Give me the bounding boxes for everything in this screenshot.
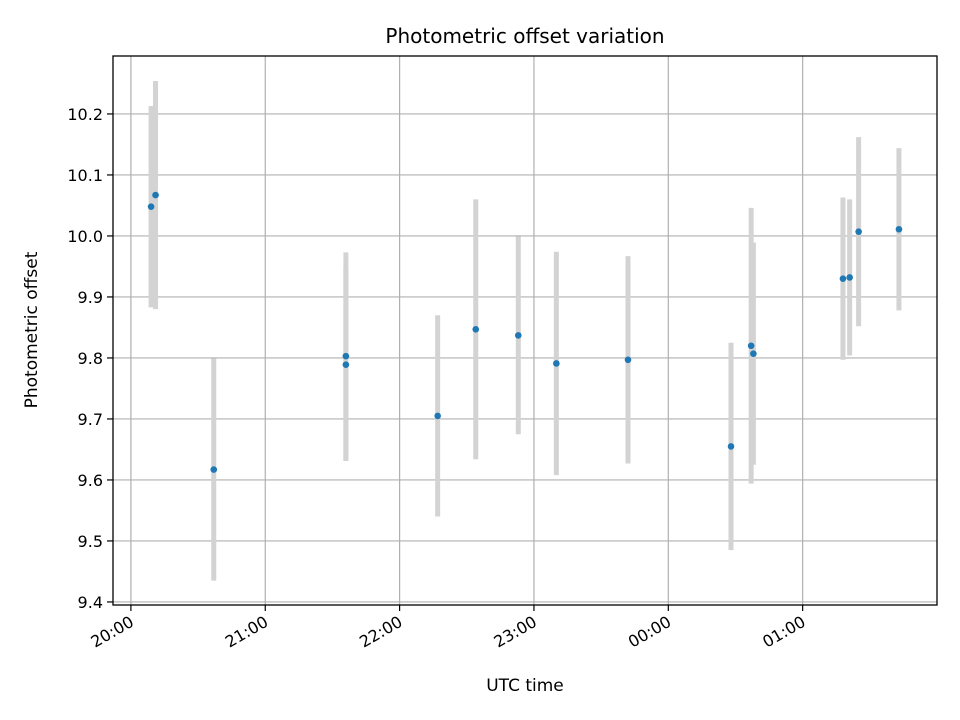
data-point: [342, 361, 350, 368]
y-tick-label: 9.4: [78, 593, 103, 612]
data-point: [624, 356, 632, 364]
data-point: [846, 274, 853, 281]
x-tick-label: 00:00: [625, 612, 674, 652]
data-point: [210, 466, 218, 473]
y-tick-label: 10.2: [67, 105, 103, 124]
y-tick-layer: 9.4 9.5 9.6 9.7 9.8 9.9 10.0 10.1 10.2: [67, 105, 113, 612]
y-axis-label: Photometric offset: [22, 251, 42, 408]
data-point: [750, 350, 757, 357]
x-tick-layer: 20:00 21:00 22:00 23:00 00:00 01:00: [87, 605, 809, 652]
x-tick-label: 23:00: [491, 612, 540, 652]
y-tick-label: 9.6: [78, 471, 103, 490]
x-tick-label: 20:00: [87, 612, 136, 652]
x-axis-label: UTC time: [486, 676, 564, 696]
data-point: [895, 225, 903, 233]
y-tick-label: 9.7: [78, 410, 103, 429]
data-point: [855, 228, 862, 235]
y-tick-label: 10.1: [67, 166, 103, 185]
errorbar-layer: [148, 81, 902, 581]
data-point: [839, 275, 847, 282]
data-point: [147, 203, 155, 210]
plot-frame: [112, 55, 938, 606]
data-point: [434, 412, 441, 420]
data-point: [727, 443, 735, 450]
data-point: [514, 332, 522, 339]
y-tick-label: 10.0: [67, 227, 103, 246]
x-tick-label: 01:00: [759, 612, 808, 652]
x-tick-label: 22:00: [356, 612, 405, 652]
data-point: [342, 352, 350, 360]
data-point: [553, 360, 560, 367]
y-tick-label: 9.9: [78, 288, 103, 307]
marker-layer: [147, 191, 903, 473]
data-point: [747, 342, 755, 350]
data-point: [152, 191, 159, 199]
chart-title: Photometric offset variation: [385, 24, 664, 48]
grid-layer: [113, 56, 937, 605]
y-tick-label: 9.5: [78, 532, 103, 551]
y-tick-label: 9.8: [78, 349, 103, 368]
x-tick-label: 21:00: [222, 612, 271, 652]
data-point: [472, 325, 480, 333]
